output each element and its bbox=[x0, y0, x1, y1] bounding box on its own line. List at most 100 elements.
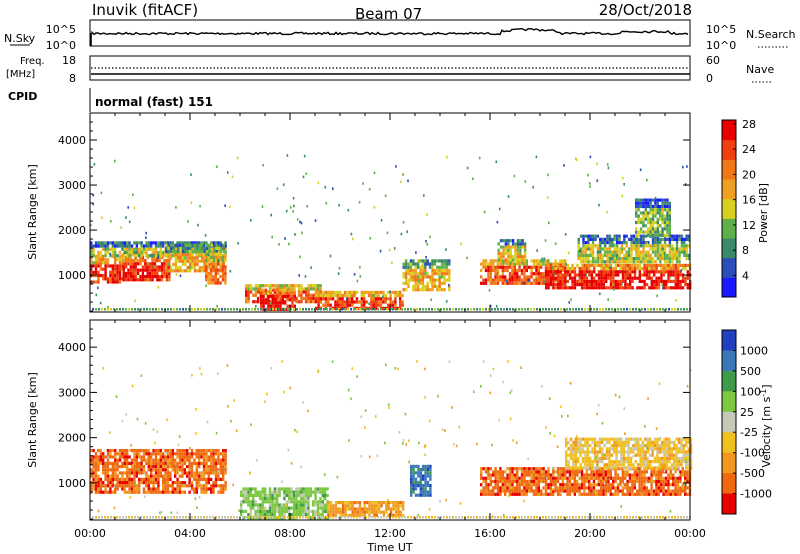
power-echo-cell bbox=[293, 295, 296, 299]
power-echo-cell bbox=[370, 290, 373, 294]
power-echo-cell bbox=[644, 250, 648, 254]
power-echo-cell bbox=[571, 279, 574, 283]
power-echo-cell bbox=[612, 273, 615, 277]
velocity-echo-cell bbox=[572, 466, 575, 470]
power-ground-cell bbox=[680, 308, 682, 311]
power-echo-cell bbox=[118, 261, 122, 265]
velocity-echo-cell bbox=[99, 452, 102, 456]
power-echo-cell bbox=[394, 303, 397, 307]
power-echo-cell bbox=[497, 255, 500, 259]
power-ground-cell bbox=[488, 308, 490, 311]
power-echo-cell bbox=[612, 267, 615, 271]
velocity-echo-cell bbox=[341, 504, 345, 508]
velocity-echo-cell bbox=[540, 476, 543, 480]
power-echo-cell bbox=[186, 253, 189, 257]
power-echo-cell bbox=[602, 273, 605, 277]
power-echo-cell bbox=[177, 253, 180, 257]
velocity-echo-cell bbox=[492, 479, 495, 484]
velocity-echo-cell bbox=[334, 504, 338, 508]
velocity-echo-cell bbox=[90, 449, 93, 453]
power-echo-cell bbox=[307, 293, 310, 297]
power-echo-cell bbox=[179, 266, 182, 270]
velocity-echo-cell bbox=[674, 489, 677, 493]
power-echo-cell bbox=[593, 263, 596, 267]
velocity-echo-cell bbox=[549, 473, 552, 477]
power-echo-cell bbox=[186, 241, 189, 245]
power-echo-cell bbox=[644, 204, 647, 209]
velocity-echo-cell bbox=[164, 461, 167, 465]
power-echo-cell bbox=[274, 295, 277, 299]
velocity-echo-cell bbox=[198, 484, 201, 488]
power-echo-cell bbox=[626, 263, 629, 267]
power-echo-cell bbox=[569, 267, 572, 271]
power-echo-cell bbox=[599, 247, 602, 251]
power-echo-cell bbox=[169, 250, 173, 254]
velocity-echo-cell bbox=[256, 490, 260, 494]
power-echo-cell bbox=[424, 262, 427, 266]
power-echo-cell bbox=[132, 268, 135, 272]
velocity-echo-cell bbox=[94, 458, 98, 462]
velocity-echo-cell bbox=[176, 477, 179, 481]
power-echo-cell bbox=[209, 268, 213, 272]
power-echo-cell bbox=[674, 283, 677, 287]
velocity-echo-cell bbox=[193, 477, 196, 481]
power-echo-cell bbox=[686, 283, 689, 287]
power-echo-region bbox=[402, 259, 451, 292]
power-echo-cell bbox=[501, 259, 504, 263]
power-echo-cell bbox=[163, 262, 166, 266]
power-echo-cell bbox=[399, 306, 402, 310]
power-echo-cell bbox=[412, 278, 415, 282]
velocity-echo-cell bbox=[363, 501, 366, 505]
velocity-echo-cell bbox=[186, 465, 189, 469]
velocity-echo-cell bbox=[214, 452, 218, 456]
power-echo-cell bbox=[678, 250, 681, 254]
power-echo-cell bbox=[109, 280, 112, 284]
power-echo-cell bbox=[111, 267, 114, 271]
power-echo-cell bbox=[596, 244, 600, 248]
power-echo-cell bbox=[513, 272, 516, 276]
power-echo-cell bbox=[104, 267, 107, 271]
velocity-echo-cell bbox=[650, 476, 653, 480]
power-echo-cell bbox=[116, 241, 119, 245]
power-noise-cell bbox=[607, 298, 609, 301]
power-colorbar-segment bbox=[722, 218, 736, 239]
power-echo-cell bbox=[581, 286, 584, 290]
power-noise-cell bbox=[498, 272, 500, 276]
velocity-echo-cell bbox=[123, 458, 126, 462]
power-echo-cell bbox=[589, 234, 592, 238]
power-echo-cell bbox=[643, 283, 646, 287]
velocity-echo-cell bbox=[577, 437, 580, 441]
velocity-echo-cell bbox=[506, 483, 509, 487]
velocity-echo-cell bbox=[256, 509, 260, 513]
power-echo-cell bbox=[516, 239, 520, 243]
power-echo-cell bbox=[508, 265, 512, 269]
power-echo-cell bbox=[637, 201, 640, 205]
velocity-echo-cell bbox=[358, 510, 362, 514]
power-echo-cell bbox=[653, 279, 656, 283]
power-ground-cell bbox=[356, 308, 358, 311]
power-echo-cell bbox=[566, 267, 569, 271]
power-echo-cell bbox=[656, 253, 660, 257]
velocity-echo-cell bbox=[624, 473, 627, 477]
power-echo-cell bbox=[152, 250, 155, 255]
power-echo-cell bbox=[114, 258, 117, 262]
velocity-echo-cell bbox=[419, 493, 422, 497]
power-echo-cell bbox=[134, 259, 137, 263]
velocity-echo-cell bbox=[128, 487, 131, 491]
power-echo-cell bbox=[673, 253, 676, 257]
velocity-echo-cell bbox=[602, 473, 605, 477]
power-colorbar-tick: 16 bbox=[742, 194, 756, 207]
velocity-echo-cell bbox=[145, 452, 148, 456]
power-echo-cell bbox=[404, 268, 408, 273]
power-echo-cell bbox=[523, 261, 527, 265]
power-echo-cell bbox=[157, 254, 160, 258]
power-echo-cell bbox=[624, 286, 627, 290]
velocity-echo-cell bbox=[504, 486, 507, 490]
power-echo-cell bbox=[106, 241, 110, 245]
velocity-echo-cell bbox=[207, 477, 210, 481]
power-echo-cell bbox=[205, 256, 209, 260]
velocity-echo-cell bbox=[217, 474, 220, 478]
power-noise-cell bbox=[489, 304, 492, 308]
velocity-echo-cell bbox=[154, 477, 158, 481]
velocity-echo-cell bbox=[154, 452, 158, 456]
